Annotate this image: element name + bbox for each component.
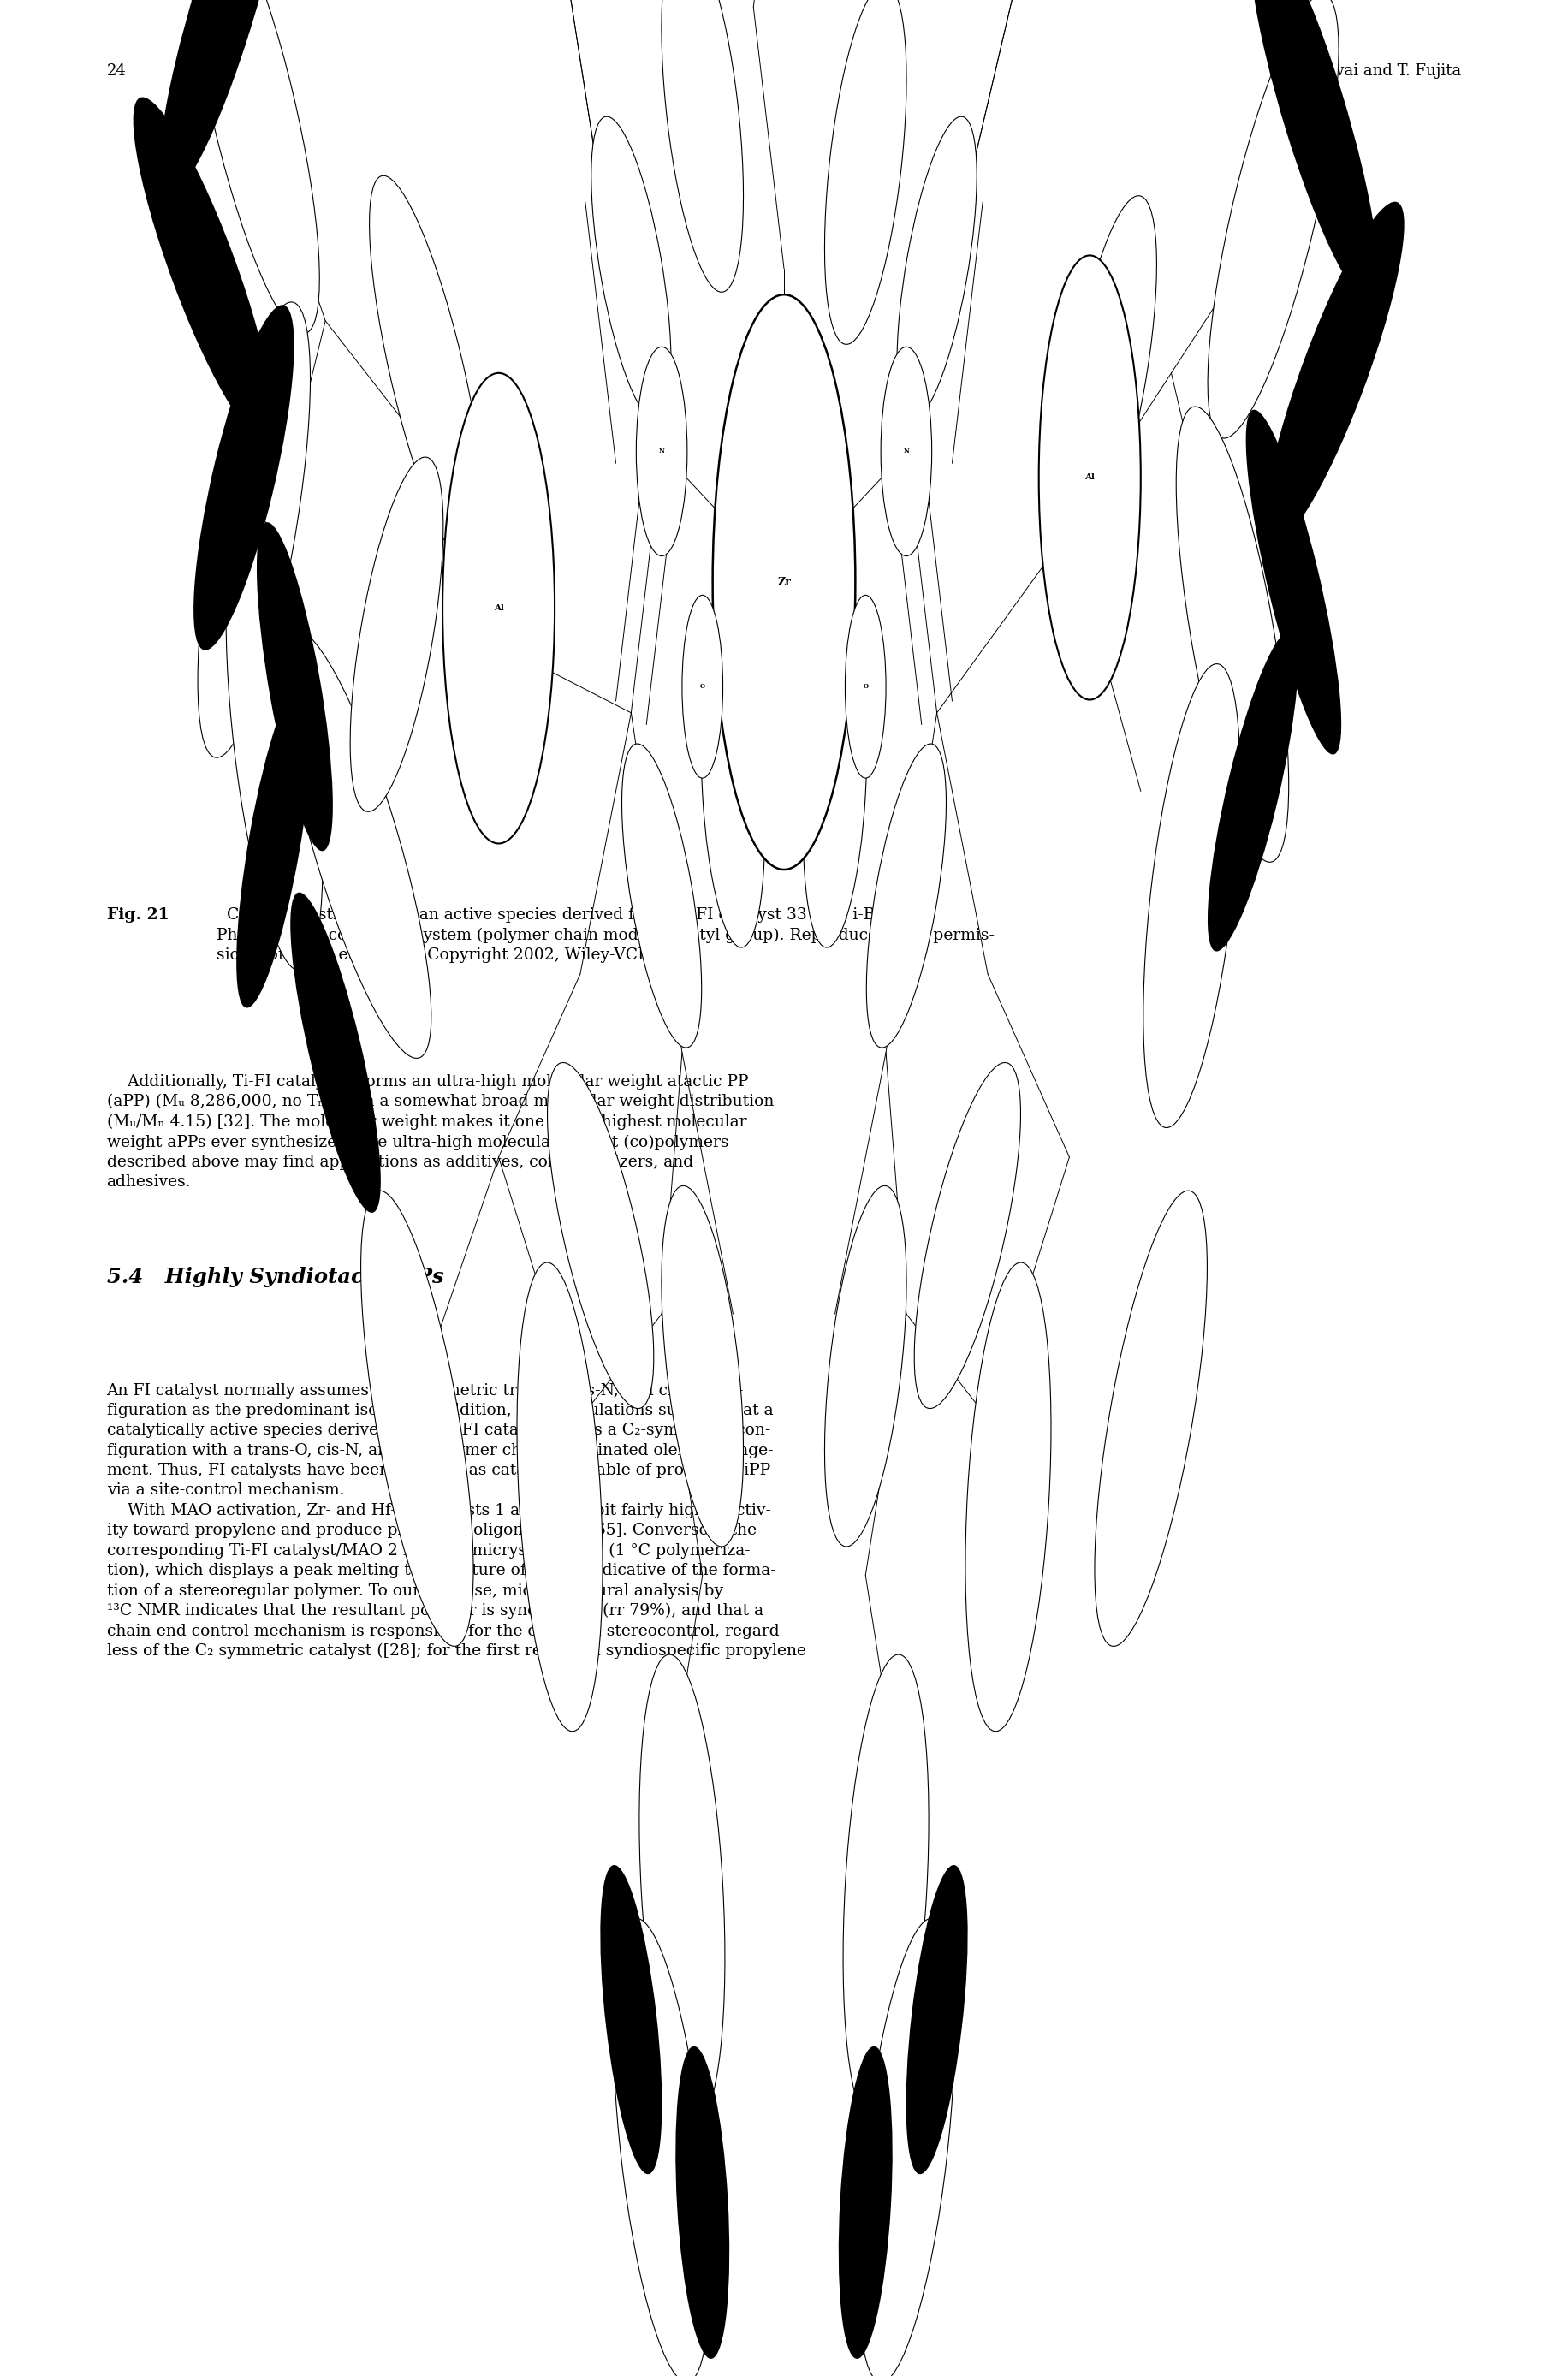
Text: O: O (699, 684, 706, 689)
Ellipse shape (517, 1262, 602, 1732)
Text: An FI catalyst normally assumes a C₂-symmetric trans-O, cis-N, and cis-Cl con-
f: An FI catalyst normally assumes a C₂-sym… (107, 1383, 806, 1658)
Ellipse shape (188, 0, 320, 333)
Ellipse shape (442, 373, 555, 843)
Text: Additionally, Ti-FI catalyst 2 forms an ultra-high molecular weight atactic PP
(: Additionally, Ti-FI catalyst 2 forms an … (107, 1074, 773, 1190)
Ellipse shape (914, 1062, 1021, 1409)
Ellipse shape (662, 0, 743, 292)
Ellipse shape (637, 347, 687, 556)
Ellipse shape (1143, 663, 1240, 1129)
Ellipse shape (226, 506, 323, 972)
Ellipse shape (845, 596, 886, 779)
Ellipse shape (547, 1062, 654, 1409)
Ellipse shape (839, 2046, 892, 2359)
Ellipse shape (281, 630, 431, 1057)
Ellipse shape (257, 523, 332, 851)
Ellipse shape (662, 1186, 743, 1547)
Ellipse shape (712, 295, 856, 870)
Text: N: N (659, 449, 665, 454)
Text: K. Kawai and T. Fujita: K. Kawai and T. Fujita (1289, 62, 1461, 78)
Ellipse shape (640, 1654, 724, 2124)
Ellipse shape (825, 1186, 906, 1547)
Ellipse shape (350, 456, 444, 813)
Text: Al: Al (494, 604, 503, 613)
Ellipse shape (701, 634, 765, 948)
Ellipse shape (193, 304, 295, 651)
Ellipse shape (897, 116, 977, 421)
Ellipse shape (133, 97, 273, 440)
Ellipse shape (613, 1917, 710, 2376)
Ellipse shape (1250, 0, 1378, 302)
Ellipse shape (825, 0, 906, 345)
Ellipse shape (676, 2046, 729, 2359)
Ellipse shape (682, 596, 723, 779)
Ellipse shape (867, 744, 946, 1048)
Ellipse shape (881, 347, 931, 556)
Text: Zr: Zr (778, 577, 790, 587)
Ellipse shape (361, 1190, 474, 1647)
Ellipse shape (1207, 632, 1298, 950)
Ellipse shape (1094, 1190, 1207, 1647)
Ellipse shape (158, 0, 289, 197)
Text: O: O (862, 684, 869, 689)
Ellipse shape (237, 680, 312, 1007)
Text: N: N (903, 449, 909, 454)
Text: Fig. 21: Fig. 21 (107, 908, 169, 922)
Ellipse shape (803, 634, 867, 948)
Text: 5.4   Highly Syndiotactic PPs: 5.4 Highly Syndiotactic PPs (107, 1266, 444, 1288)
Ellipse shape (1207, 0, 1339, 437)
Ellipse shape (1247, 409, 1341, 756)
Ellipse shape (844, 1654, 928, 2124)
Ellipse shape (858, 1917, 955, 2376)
Ellipse shape (966, 1262, 1051, 1732)
Ellipse shape (906, 1865, 967, 2174)
Ellipse shape (1038, 254, 1140, 699)
Ellipse shape (622, 744, 701, 1048)
Ellipse shape (370, 176, 485, 570)
Ellipse shape (1063, 195, 1157, 551)
Text: 24: 24 (107, 62, 125, 78)
Ellipse shape (1176, 406, 1289, 862)
Ellipse shape (601, 1865, 662, 2174)
Ellipse shape (290, 893, 381, 1212)
Ellipse shape (1264, 202, 1405, 544)
Text: Calculated structure of an active species derived from Zr-FI catalyst 33 with i-: Calculated structure of an active specie… (216, 908, 994, 962)
Text: Al: Al (1085, 473, 1094, 482)
Ellipse shape (591, 116, 671, 421)
Ellipse shape (198, 302, 310, 758)
